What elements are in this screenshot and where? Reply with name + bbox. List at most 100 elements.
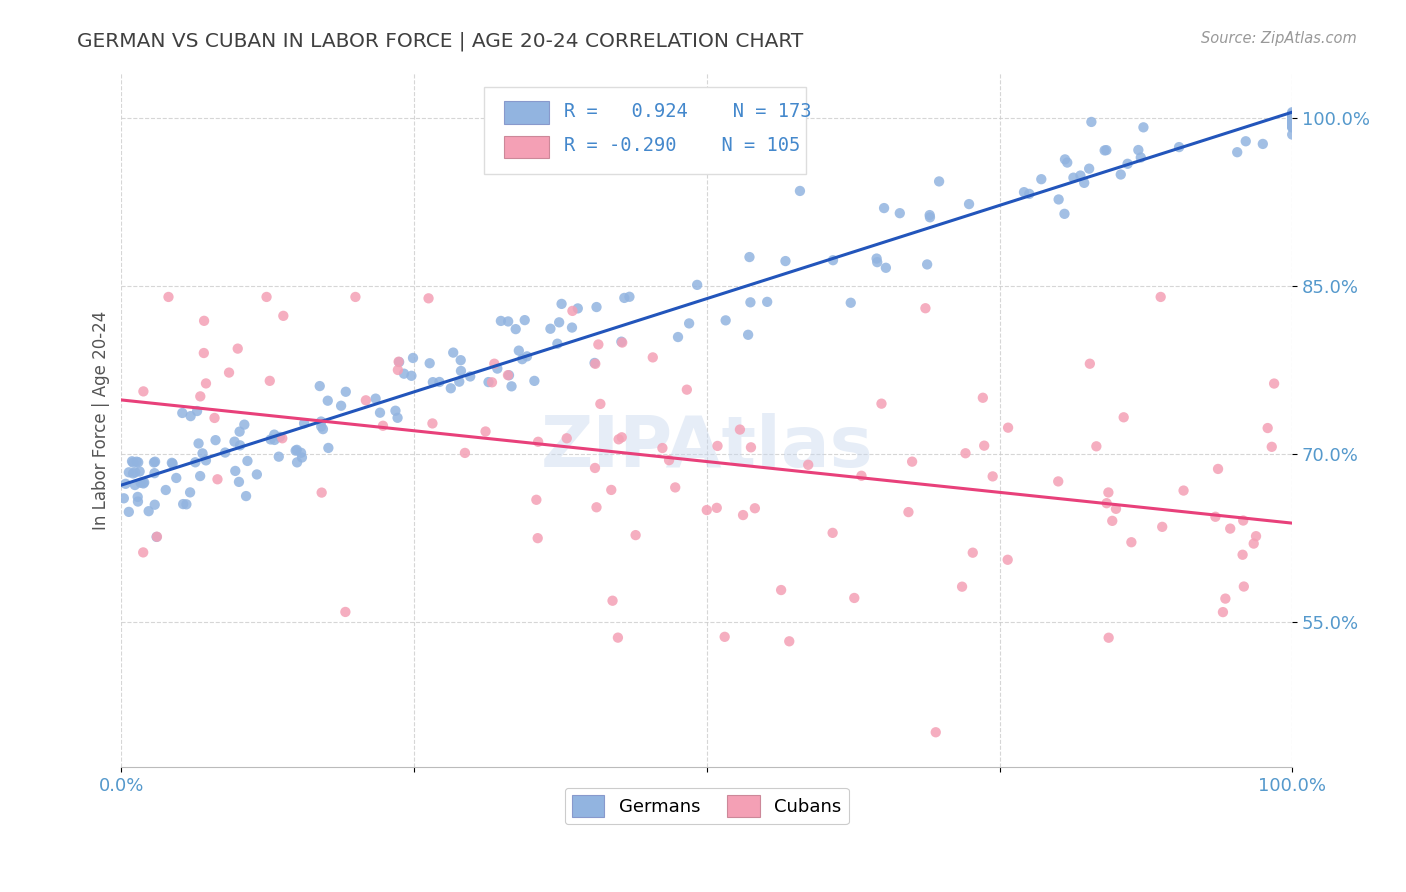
Point: [1281, 107, 1303, 121]
Point: [1215, 591, 1237, 606]
Point: [1168, 140, 1191, 154]
Point: [928, 174, 950, 188]
Point: [489, 314, 512, 328]
Point: [612, 335, 634, 350]
Point: [401, 368, 423, 383]
Point: [973, 439, 995, 453]
Point: [1056, 155, 1078, 169]
Point: [267, 450, 290, 464]
Point: [925, 725, 948, 739]
Point: [127, 494, 149, 508]
Point: [402, 351, 425, 365]
Point: [118, 466, 141, 480]
Point: [561, 320, 583, 334]
Point: [588, 337, 610, 351]
Point: [233, 417, 256, 432]
Point: [172, 406, 194, 420]
Point: [132, 476, 155, 491]
Point: [607, 433, 630, 447]
Point: [1243, 536, 1265, 550]
Point: [450, 353, 472, 368]
Point: [269, 430, 291, 444]
Point: [1132, 120, 1154, 135]
Point: [962, 546, 984, 560]
Point: [602, 593, 624, 607]
Point: [619, 290, 641, 304]
Point: [918, 211, 941, 225]
Point: [678, 317, 700, 331]
Point: [1095, 143, 1118, 157]
Text: ZIPAtlas: ZIPAtlas: [540, 413, 873, 483]
Point: [778, 634, 800, 648]
Point: [176, 497, 198, 511]
Point: [118, 505, 141, 519]
Point: [789, 184, 811, 198]
Point: [134, 475, 156, 490]
Point: [344, 290, 367, 304]
Point: [1073, 176, 1095, 190]
Point: [1053, 153, 1076, 167]
Point: [122, 456, 145, 470]
Point: [388, 354, 411, 368]
Text: Source: ZipAtlas.com: Source: ZipAtlas.com: [1201, 31, 1357, 46]
Point: [1212, 605, 1234, 619]
Point: [844, 591, 866, 605]
Point: [555, 431, 578, 445]
Point: [146, 530, 169, 544]
Point: [676, 383, 699, 397]
Point: [714, 313, 737, 327]
Point: [696, 503, 718, 517]
Point: [330, 399, 353, 413]
Point: [285, 442, 308, 457]
Point: [387, 363, 409, 377]
Point: [897, 505, 920, 519]
Point: [1101, 514, 1123, 528]
Point: [1281, 110, 1303, 124]
Point: [1128, 143, 1150, 157]
Point: [1281, 128, 1303, 142]
Point: [454, 446, 477, 460]
Point: [1105, 501, 1128, 516]
Point: [364, 392, 387, 406]
Point: [1233, 580, 1256, 594]
Point: [651, 441, 673, 455]
Point: [1018, 186, 1040, 201]
Point: [179, 485, 201, 500]
Point: [129, 475, 152, 490]
Point: [756, 294, 779, 309]
Point: [127, 455, 149, 469]
Point: [1281, 112, 1303, 126]
Bar: [505, 136, 548, 159]
Point: [165, 471, 187, 485]
Point: [664, 480, 686, 494]
Point: [1281, 116, 1303, 130]
Point: [821, 525, 844, 540]
Point: [981, 469, 1004, 483]
Point: [1095, 496, 1118, 510]
Point: [666, 330, 689, 344]
Point: [128, 465, 150, 479]
Point: [1152, 520, 1174, 534]
Point: [284, 443, 307, 458]
Point: [1281, 115, 1303, 129]
Point: [204, 411, 226, 425]
Point: [918, 208, 941, 222]
Point: [496, 368, 519, 383]
Point: [501, 379, 523, 393]
Point: [706, 500, 728, 515]
Point: [207, 472, 229, 486]
Point: [263, 427, 285, 442]
Point: [550, 297, 572, 311]
Point: [124, 466, 146, 480]
Point: [422, 417, 444, 431]
Point: [585, 300, 607, 314]
Point: [292, 417, 315, 431]
Point: [440, 381, 463, 395]
Point: [1062, 170, 1084, 185]
Point: [132, 545, 155, 559]
Point: [214, 445, 236, 459]
Point: [740, 440, 762, 454]
Point: [429, 375, 451, 389]
Point: [1031, 172, 1053, 186]
Point: [1281, 110, 1303, 124]
